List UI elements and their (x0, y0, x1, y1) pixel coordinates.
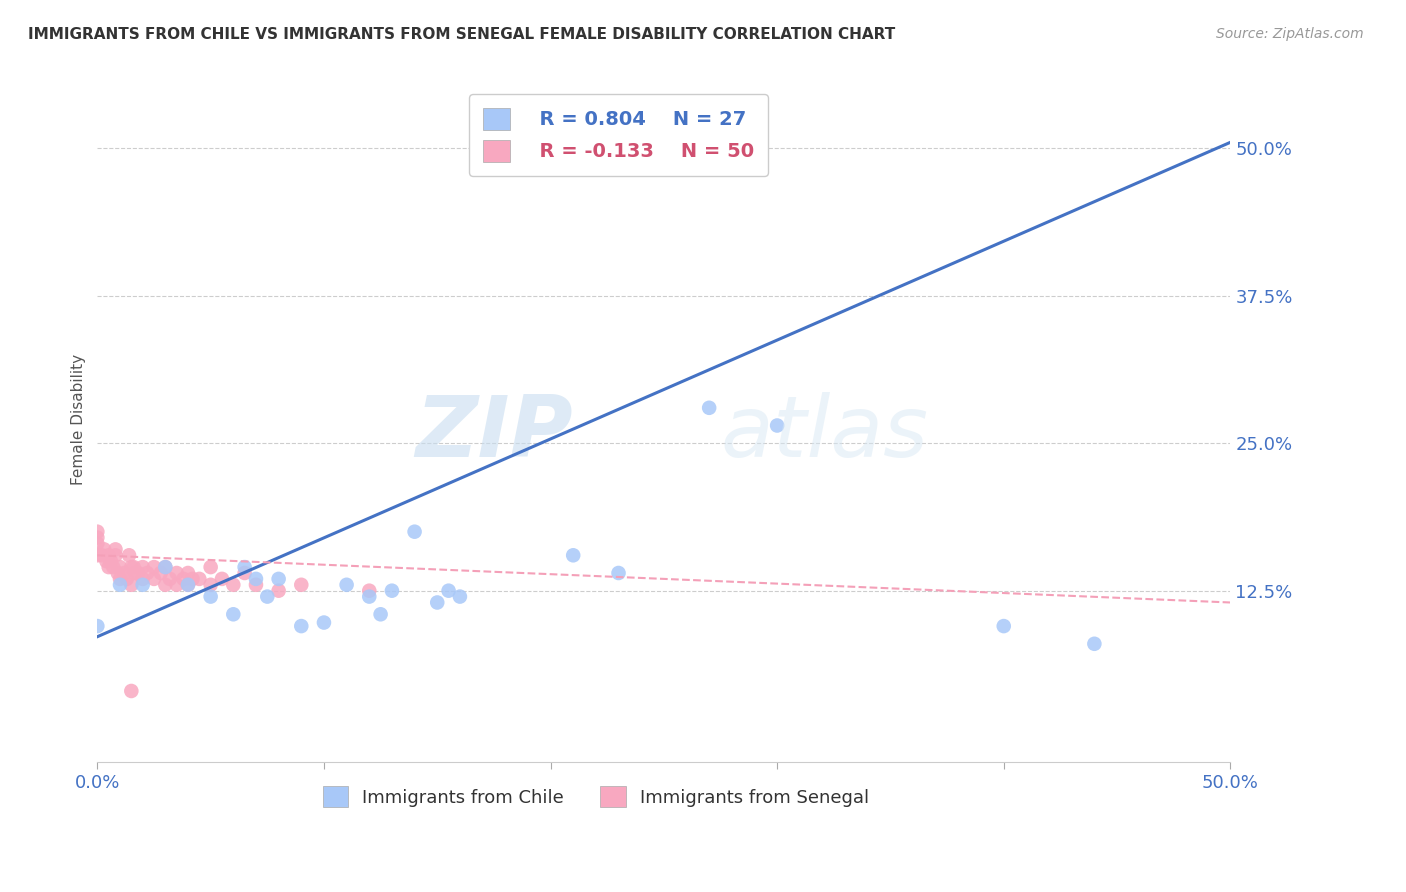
Point (143, 572, 166, 586)
Point (562, 549, 585, 563)
Point (104, 542, 127, 557)
Point (336, 578, 359, 592)
Point (172, 572, 194, 586)
Y-axis label: Female Disability: Female Disability (72, 354, 86, 485)
Point (766, 418, 789, 433)
Point (155, 560, 177, 574)
Text: Source: ZipAtlas.com: Source: ZipAtlas.com (1216, 27, 1364, 41)
Point (103, 560, 125, 574)
Point (155, 560, 177, 574)
Point (200, 560, 222, 574)
Point (211, 572, 233, 586)
Point (86, 619, 108, 633)
Point (131, 572, 153, 586)
Point (120, 560, 142, 574)
Point (127, 566, 149, 580)
Point (149, 566, 172, 580)
Point (90, 549, 112, 563)
Point (181, 572, 204, 586)
Point (97, 560, 120, 574)
Point (93, 542, 115, 557)
Point (115, 572, 138, 586)
Point (155, 578, 177, 592)
Point (290, 578, 312, 592)
Point (177, 578, 200, 592)
Point (359, 590, 381, 604)
Point (607, 566, 630, 580)
Point (233, 560, 256, 574)
Point (290, 619, 312, 633)
Point (449, 590, 471, 604)
Point (120, 684, 142, 698)
Point (86, 524, 108, 539)
Point (114, 566, 136, 580)
Point (100, 554, 122, 568)
Point (359, 583, 381, 598)
Point (188, 572, 211, 586)
Text: ZIP: ZIP (416, 392, 574, 475)
Point (177, 578, 200, 592)
Point (370, 607, 392, 622)
Point (200, 590, 222, 604)
Point (159, 572, 181, 586)
Point (108, 578, 131, 592)
Point (107, 566, 129, 580)
Point (267, 572, 290, 586)
Legend: Immigrants from Chile, Immigrants from Senegal: Immigrants from Chile, Immigrants from S… (315, 779, 876, 814)
Point (222, 607, 245, 622)
Text: atlas: atlas (720, 392, 928, 475)
Point (96, 554, 118, 568)
Point (104, 549, 127, 563)
Point (245, 572, 267, 586)
Point (86, 531, 108, 545)
Point (143, 560, 166, 574)
Point (108, 560, 131, 574)
Point (1083, 637, 1105, 651)
Point (404, 524, 426, 539)
Point (166, 578, 188, 592)
Point (437, 583, 460, 598)
Point (200, 578, 222, 592)
Point (131, 578, 153, 592)
Point (108, 572, 131, 586)
Point (256, 590, 278, 604)
Point (131, 560, 153, 574)
Point (136, 566, 159, 580)
Point (993, 619, 1015, 633)
Point (222, 578, 245, 592)
Point (97, 549, 120, 563)
Point (312, 615, 335, 630)
Text: IMMIGRANTS FROM CHILE VS IMMIGRANTS FROM SENEGAL FEMALE DISABILITY CORRELATION C: IMMIGRANTS FROM CHILE VS IMMIGRANTS FROM… (28, 27, 896, 42)
Point (177, 566, 200, 580)
Point (381, 583, 404, 598)
Point (120, 578, 142, 592)
Point (426, 595, 449, 609)
Point (122, 560, 145, 574)
Point (245, 578, 267, 592)
Point (166, 566, 188, 580)
Point (86, 536, 108, 550)
Point (697, 401, 720, 415)
Point (267, 583, 290, 598)
Point (118, 549, 141, 563)
Point (86, 549, 108, 563)
Point (125, 566, 148, 580)
Point (233, 566, 256, 580)
